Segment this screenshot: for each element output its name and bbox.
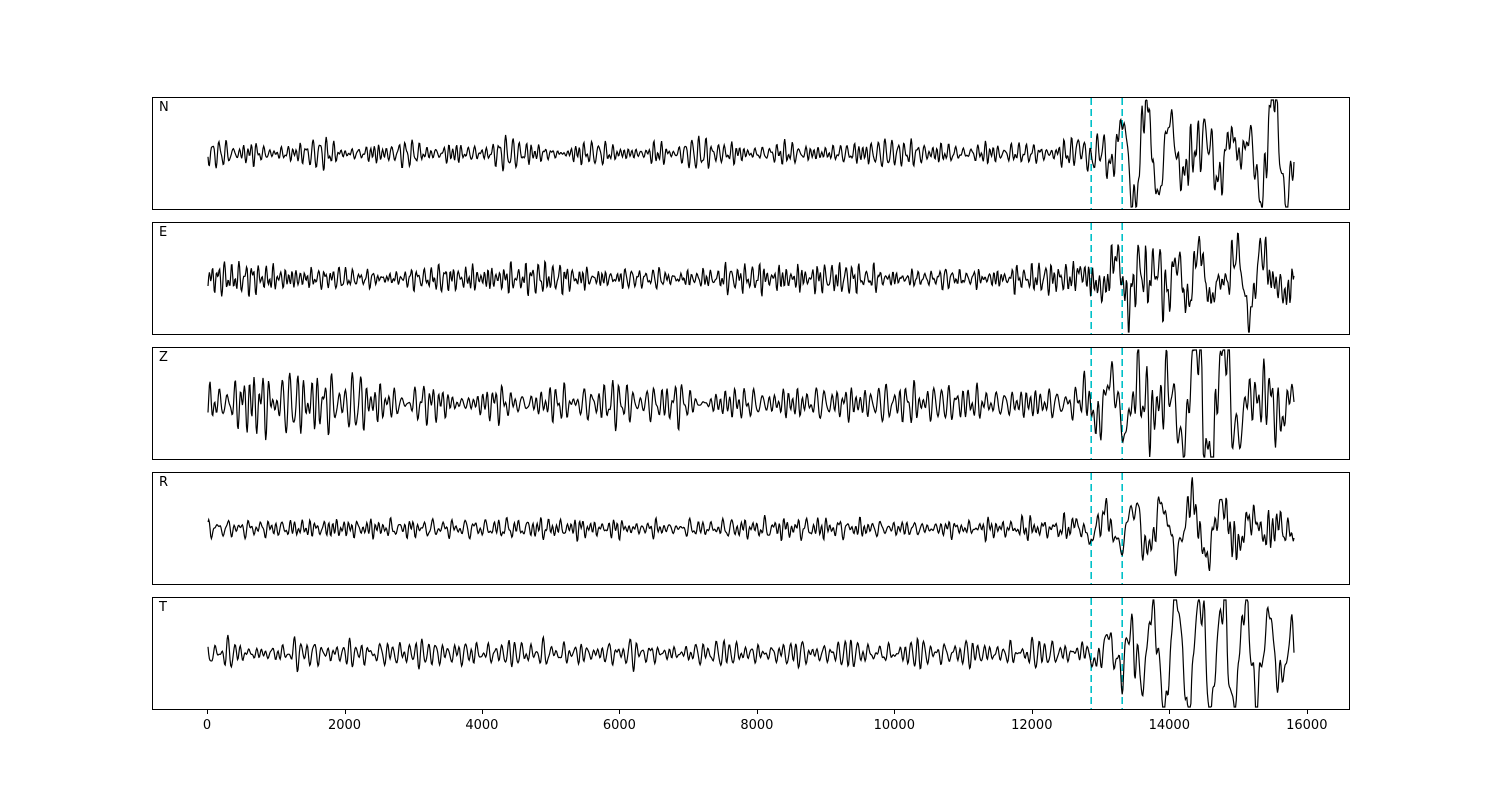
x-tick-mark	[1031, 710, 1033, 714]
channel-label: E	[159, 225, 168, 240]
channel-label: R	[159, 475, 169, 490]
channel-label: N	[159, 100, 169, 115]
channel-label: T	[159, 600, 167, 615]
x-tick-label: 2000	[327, 718, 362, 733]
waveform-plot	[207, 98, 1295, 209]
x-tick-mark	[1306, 710, 1308, 714]
x-tick-mark	[1169, 710, 1171, 714]
waveform-plot	[207, 223, 1295, 334]
subplot-channel-0: N	[152, 97, 1350, 210]
seismogram-trace	[207, 99, 1295, 209]
subplot-channel-2: Z	[152, 347, 1350, 460]
x-tick-label: 12000	[1011, 718, 1053, 733]
x-tick-mark	[207, 710, 208, 714]
x-tick-label: 4000	[465, 718, 499, 733]
seismogram-trace	[207, 477, 1295, 577]
subplot-channel-4: T	[152, 597, 1350, 710]
x-tick-label: 0	[202, 718, 212, 733]
x-tick-label: 8000	[740, 718, 774, 733]
seismogram-trace	[207, 349, 1295, 458]
x-tick-label: 10000	[873, 718, 915, 733]
x-tick-mark	[894, 710, 896, 714]
x-tick-label: 14000	[1148, 718, 1190, 733]
x-tick-mark	[481, 710, 483, 714]
seismogram-trace	[207, 599, 1295, 708]
x-tick-mark	[344, 710, 346, 714]
waveform-plot	[207, 473, 1295, 584]
x-tick-mark	[619, 710, 621, 714]
subplot-channel-1: E	[152, 222, 1350, 335]
x-axis: 0 2000 4000 6000 8000 10000 12000 14000 16000	[152, 710, 1350, 740]
x-tick-label: 6000	[602, 718, 636, 733]
x-tick-mark	[756, 710, 758, 714]
seismogram-trace	[207, 232, 1295, 333]
waveform-plot	[207, 348, 1295, 459]
channel-label: Z	[159, 350, 168, 365]
waveform-plot	[207, 598, 1295, 709]
subplot-channel-3: R	[152, 472, 1350, 585]
x-tick-label: 16000	[1286, 718, 1328, 733]
